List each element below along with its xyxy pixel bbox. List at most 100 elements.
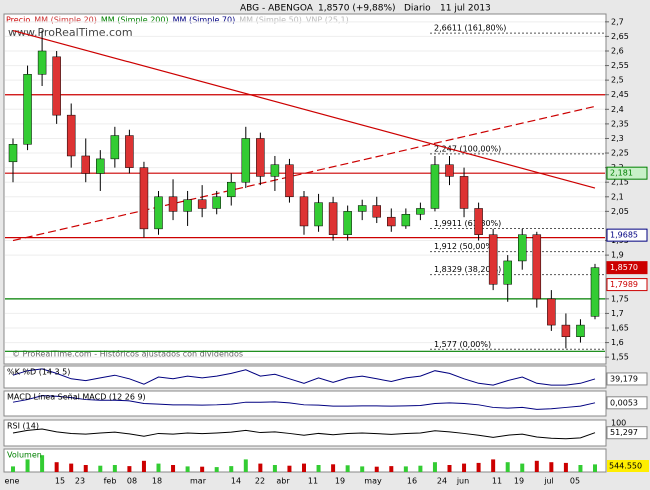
y-tick-label: 1,75	[611, 294, 629, 303]
volume-bar	[171, 465, 176, 472]
volume-bar	[243, 459, 248, 472]
candle-body	[256, 138, 265, 177]
candle-body	[474, 208, 483, 235]
x-tick-label: 14	[231, 477, 241, 486]
volume-bar	[185, 466, 190, 472]
price-panel	[3, 13, 607, 365]
indicator-value: 39,179	[610, 374, 638, 383]
volume-bar	[476, 462, 481, 472]
x-tick-label: jul	[543, 477, 554, 486]
candle-body	[81, 155, 90, 174]
candle-body	[547, 298, 556, 326]
candle-body	[52, 56, 61, 116]
x-tick-label: 23	[75, 477, 85, 486]
y-tick-label: 1,55	[611, 353, 629, 362]
fib-label: 1,9911 (61,80%)	[434, 219, 501, 228]
volume-bar	[272, 465, 277, 472]
y-tick-label: 2,25	[611, 149, 629, 158]
volume-bar	[549, 462, 554, 472]
x-tick-label: 05	[570, 477, 580, 486]
y-tick-label: 2,4	[611, 105, 624, 114]
volume-bar	[287, 465, 292, 472]
volume-bar	[40, 455, 45, 472]
volume-bar	[25, 459, 30, 472]
indicator-name: RSI (14)	[7, 422, 39, 431]
marker-box	[606, 278, 648, 292]
volume-bar	[69, 463, 74, 472]
x-tick-label: abr	[276, 477, 290, 486]
legend-entry: MM (Simple 50)	[239, 16, 302, 25]
volume-bar	[11, 466, 15, 472]
y-tick-label: 2,6	[611, 46, 624, 55]
y-tick-label: 1,9	[611, 251, 624, 260]
x-tick-label: jun	[456, 477, 469, 486]
volume-value-box	[607, 460, 649, 472]
indicator-value-box	[606, 426, 648, 440]
volume-name: Volumen	[7, 451, 42, 460]
volume-bar	[200, 466, 205, 472]
indicator-name: %K %D (14 3 5)	[7, 368, 70, 377]
x-tick-label: may	[364, 477, 382, 486]
candle-body	[518, 234, 527, 262]
volume-bar	[214, 467, 219, 472]
y-tick-label: 1,65	[611, 324, 629, 333]
candle-body	[430, 164, 440, 209]
y-tick-label: 2,55	[611, 61, 629, 70]
watermark: www.ProRealTime.com	[8, 26, 133, 39]
volume-bar	[534, 460, 539, 472]
candle-body	[357, 205, 367, 212]
volume-bar	[563, 462, 568, 472]
candle-body	[212, 196, 221, 209]
legend-entry: MM (Simple 20)	[34, 16, 97, 25]
y-tick-label: 1,6	[611, 338, 624, 347]
date: 11 jul 2013	[440, 4, 491, 14]
candle-body	[343, 211, 352, 235]
y-tick-label: 2,7	[611, 17, 624, 26]
y-tick-label: 2,45	[611, 90, 629, 99]
indicator-line	[12, 395, 596, 410]
y-tick-label: 2,15	[611, 178, 629, 187]
x-tick-label: 11	[308, 477, 318, 486]
candle-body	[285, 164, 294, 198]
volume-bar	[156, 463, 161, 472]
volume-bar	[229, 466, 234, 472]
x-tick-label: 18	[152, 477, 162, 486]
candle-body	[387, 216, 396, 227]
volume-bar	[418, 465, 423, 472]
legend-entry: MM (Simple 200)	[101, 16, 169, 25]
candle-body	[328, 202, 338, 235]
volume-bar	[345, 465, 350, 472]
indicator-value-box	[606, 396, 648, 410]
candle-body	[561, 324, 571, 338]
fib-label: 2,6611 (161,80%)	[434, 24, 506, 33]
volume-bar	[403, 466, 408, 472]
candle-body	[23, 74, 32, 145]
candle-body	[372, 205, 381, 218]
x-tick-label: 16	[407, 477, 417, 486]
trend-line	[12, 30, 596, 189]
fib-label: 1,577 (0,00%)	[434, 340, 491, 349]
candle-body	[532, 234, 542, 300]
marker-label: 1,7989	[610, 280, 638, 289]
indicator-value: 0,0053	[610, 398, 638, 407]
candle-body	[401, 214, 411, 227]
legend-entry: VNP (25,1)	[306, 16, 349, 25]
volume-bar	[389, 466, 394, 472]
y-tick-label: 2,65	[611, 32, 629, 41]
volume-bar	[491, 459, 496, 472]
x-tick-label: ene	[5, 477, 20, 486]
candle-body	[197, 199, 207, 209]
candle-body	[139, 167, 149, 230]
x-tick-label: 15	[55, 477, 65, 486]
volume-bar	[127, 466, 132, 472]
marker-box	[606, 261, 648, 275]
volume-bar	[374, 466, 379, 472]
volume-bar	[520, 463, 525, 472]
marker-label: 1,9685	[610, 231, 638, 240]
volume-bar	[331, 464, 336, 472]
volume-bar	[316, 465, 321, 472]
marker-label: 1,8570	[610, 263, 638, 272]
y-tick-label: 2,3	[611, 134, 624, 143]
candle-body	[96, 158, 105, 174]
